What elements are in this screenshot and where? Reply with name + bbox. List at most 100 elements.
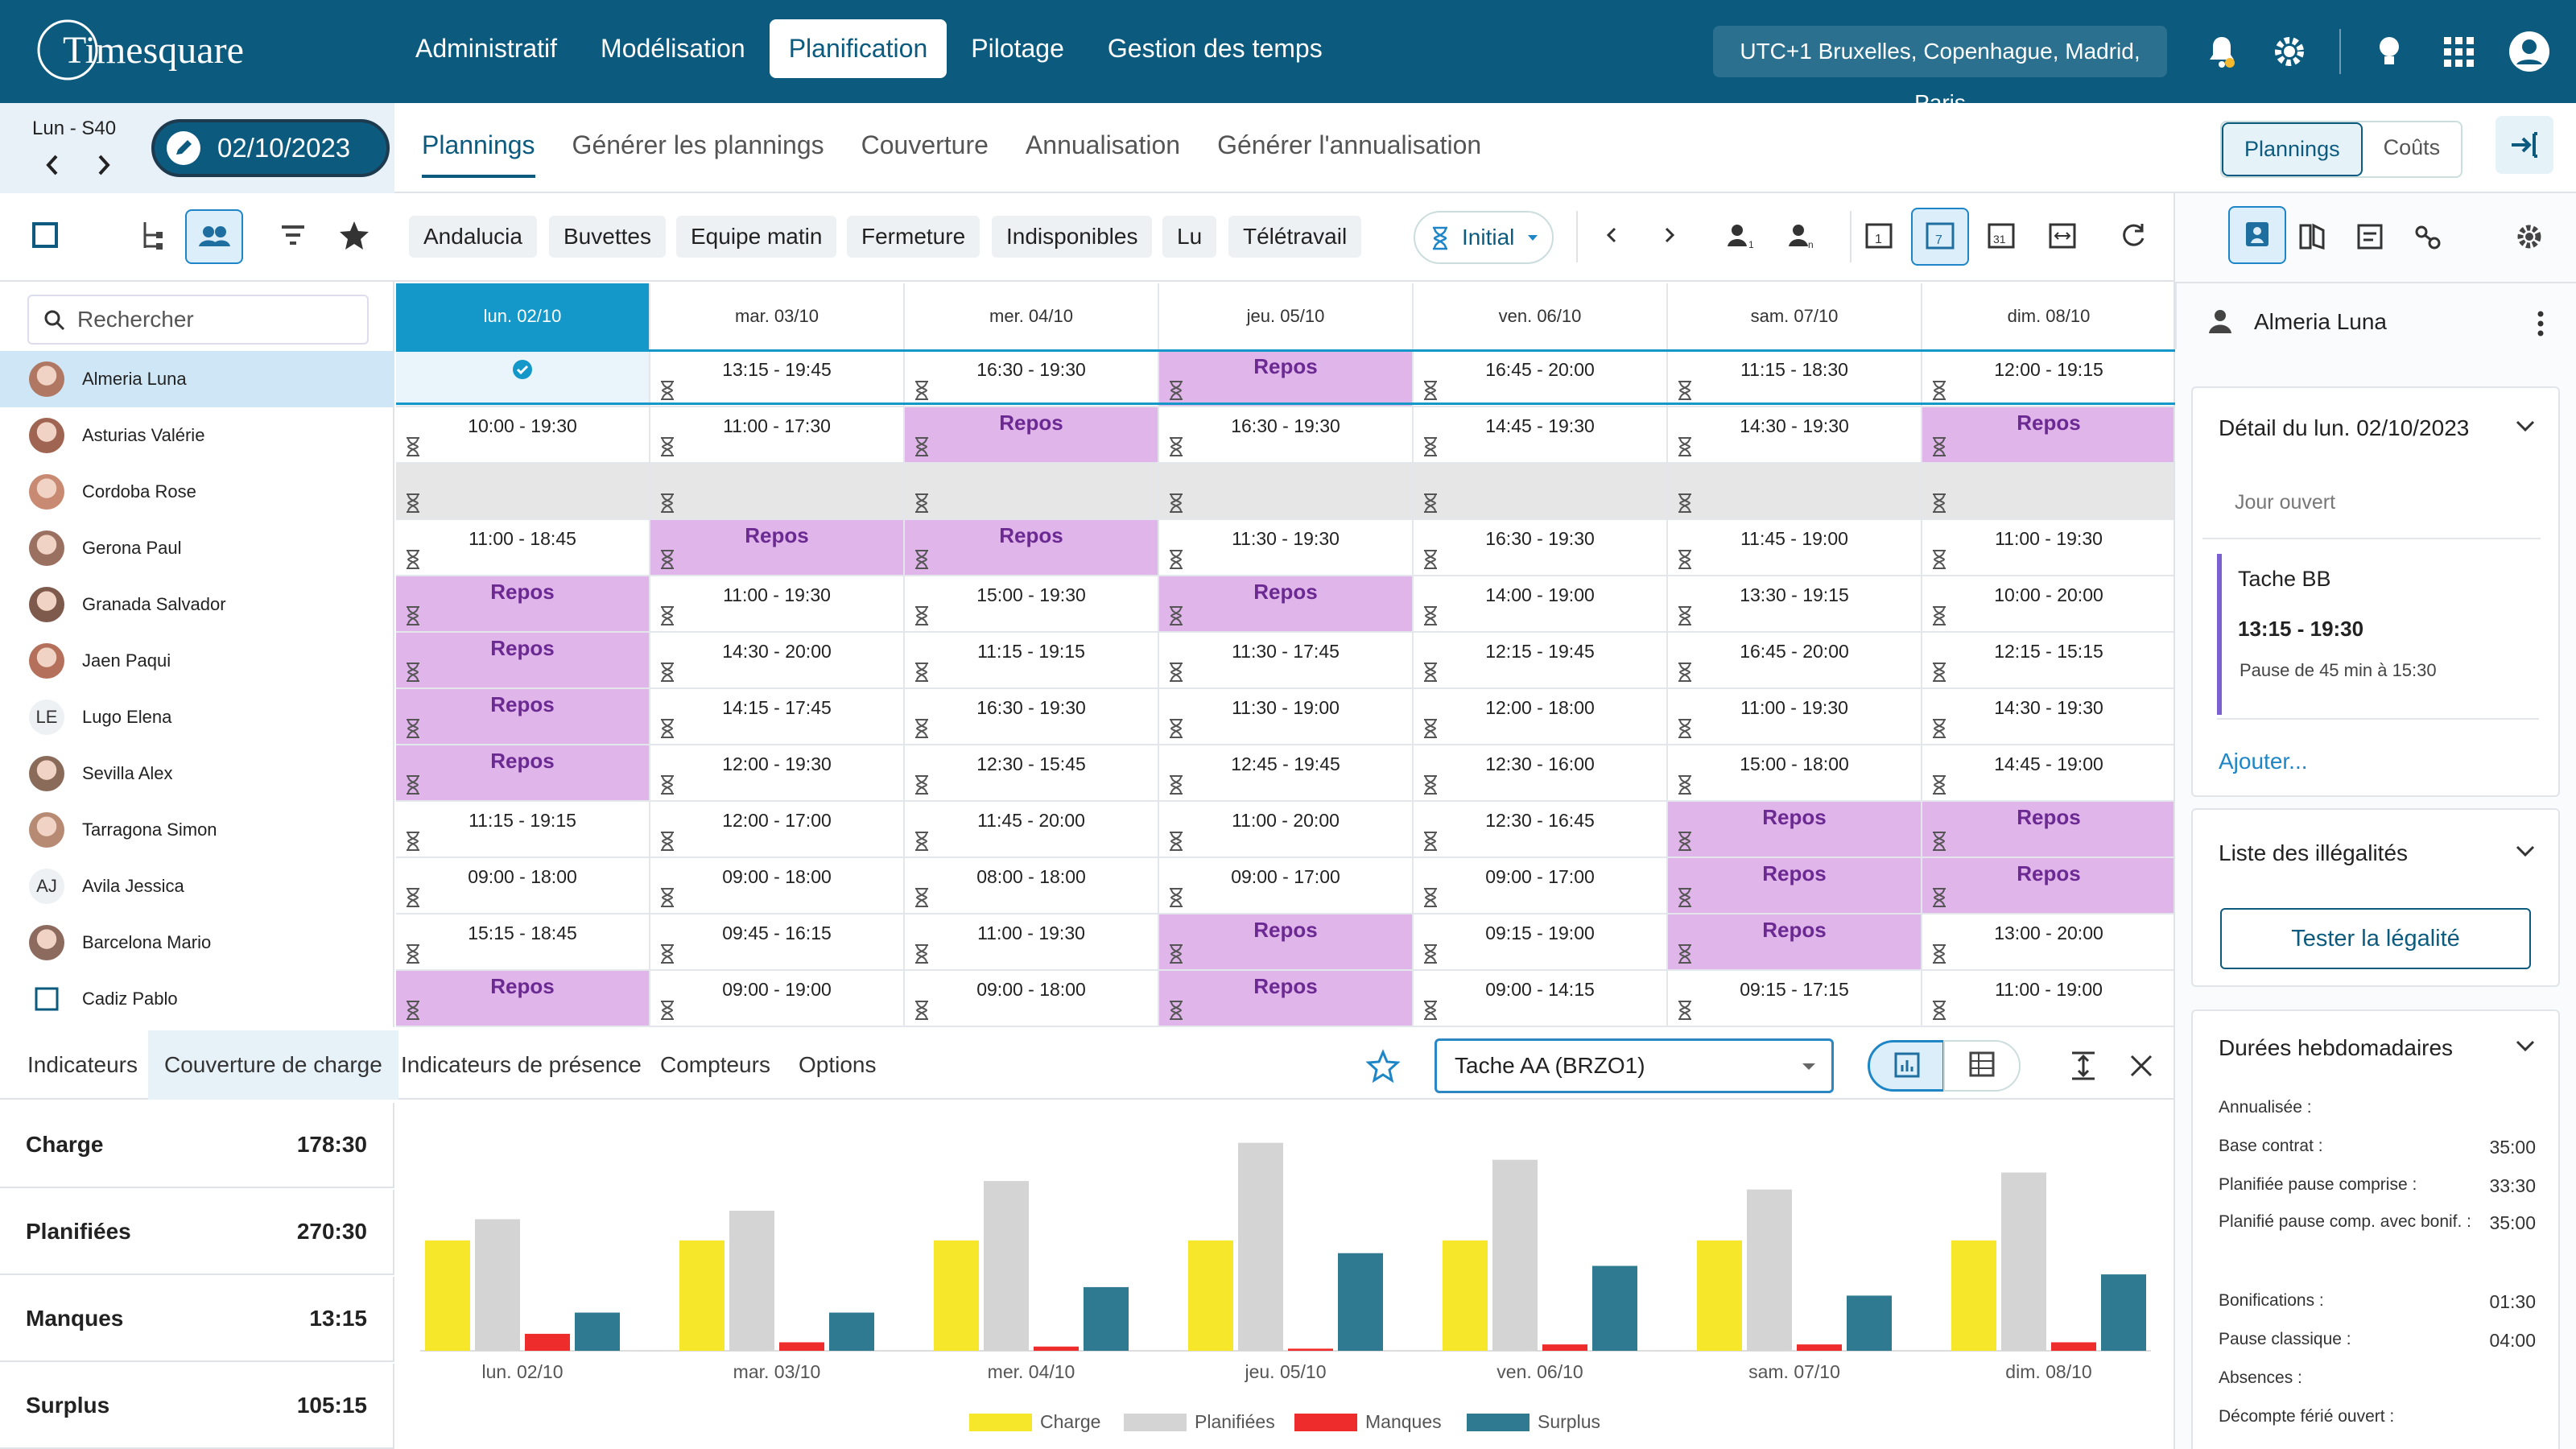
schedule-cell[interactable]: 11:45 - 20:00 [905, 802, 1159, 858]
module-tab[interactable]: Gestion des temps [1107, 34, 1323, 63]
expand-vertical-icon[interactable] [2066, 1048, 2101, 1084]
network-icon[interactable] [2412, 221, 2444, 253]
subtab[interactable]: Annualisation [1025, 130, 1181, 159]
schedule-cell[interactable]: Repos [1159, 971, 1414, 1027]
schedule-cell[interactable]: Repos [1159, 576, 1414, 633]
employee-row[interactable]: Almeria Luna [0, 351, 394, 407]
schedule-cell[interactable]: 11:30 - 19:30 [1159, 520, 1414, 576]
schedule-cell[interactable]: Repos [1668, 802, 1922, 858]
hourglass-icon[interactable] [1930, 718, 1948, 739]
filter-chip[interactable]: Equipe matin [676, 216, 837, 258]
hourglass-icon[interactable] [404, 774, 422, 795]
module-tab[interactable]: Pilotage [971, 34, 1064, 63]
indicator-tab[interactable]: Indicateurs de présence [401, 1052, 642, 1077]
employee-row[interactable]: Cadiz Pablo [0, 971, 394, 1027]
group-view-button[interactable] [185, 209, 243, 264]
hourglass-icon[interactable] [658, 887, 676, 908]
schedule-cell[interactable]: 15:00 - 19:30 [905, 576, 1159, 633]
hourglass-icon[interactable] [1676, 774, 1694, 795]
hourglass-icon[interactable] [1676, 549, 1694, 570]
hourglass-icon[interactable] [1167, 887, 1185, 908]
indicator-tab[interactable]: Indicateurs [27, 1052, 138, 1077]
schedule-cell[interactable]: 11:15 - 18:30 [1668, 351, 1922, 407]
schedule-cell[interactable]: Repos [1922, 858, 2177, 914]
hourglass-icon[interactable] [1930, 380, 1948, 401]
schedule-cell[interactable]: Repos [396, 633, 650, 689]
indicator-tab[interactable]: Couverture de charge [148, 1030, 398, 1100]
hourglass-icon[interactable] [913, 718, 931, 739]
schedule-cell[interactable]: 14:15 - 17:45 [650, 689, 905, 745]
single-user-icon[interactable]: 1 [1723, 217, 1758, 253]
hourglass-icon[interactable] [1422, 662, 1439, 683]
schedule-cell[interactable] [1922, 464, 2177, 520]
schedule-cell[interactable]: Repos [396, 576, 650, 633]
select-all-checkbox[interactable] [27, 217, 63, 253]
hourglass-icon[interactable] [658, 718, 676, 739]
hourglass-icon[interactable] [1930, 774, 1948, 795]
schedule-cell[interactable]: 11:45 - 19:00 [1668, 520, 1922, 576]
hourglass-icon[interactable] [1676, 887, 1694, 908]
employee-row[interactable]: Gerona Paul [0, 520, 394, 576]
schedule-cell[interactable]: Repos [1159, 351, 1414, 407]
hourglass-icon[interactable] [1930, 549, 1948, 570]
favorite-star-outline-icon[interactable] [1365, 1048, 1401, 1084]
hourglass-icon[interactable] [1676, 493, 1694, 514]
schedule-cell[interactable]: 12:15 - 15:15 [1922, 633, 2177, 689]
hourglass-icon[interactable] [1167, 831, 1185, 852]
schedule-cell[interactable]: 11:15 - 19:15 [905, 633, 1159, 689]
module-tab[interactable]: Administratif [415, 34, 558, 63]
schedule-cell[interactable]: 09:00 - 18:00 [396, 858, 650, 914]
schedule-cell[interactable] [650, 464, 905, 520]
task-selector[interactable]: Tache AA (BRZO1) [1435, 1038, 1834, 1093]
subtab[interactable]: Plannings [422, 119, 535, 178]
bar-charge[interactable] [934, 1240, 979, 1351]
hourglass-icon[interactable] [1422, 436, 1439, 457]
schedule-cell[interactable]: Repos [1668, 914, 1922, 971]
hourglass-icon[interactable] [1930, 831, 1948, 852]
hourglass-icon[interactable] [1167, 380, 1185, 401]
range-view-icon[interactable] [2045, 217, 2080, 253]
bar-charge[interactable] [1697, 1240, 1742, 1351]
hourglass-icon[interactable] [913, 662, 931, 683]
schedule-cell[interactable]: 14:30 - 20:00 [650, 633, 905, 689]
schedule-cell[interactable]: Repos [396, 971, 650, 1027]
hourglass-icon[interactable] [1930, 493, 1948, 514]
more-vertical-icon[interactable] [2533, 308, 2549, 340]
bar-surplus[interactable] [829, 1312, 874, 1351]
next-week-icon[interactable] [95, 153, 113, 177]
schedule-cell[interactable]: 09:00 - 17:00 [1159, 858, 1414, 914]
hourglass-icon[interactable] [1167, 1000, 1185, 1021]
hourglass-icon[interactable] [404, 493, 422, 514]
bar-manques[interactable] [1542, 1344, 1587, 1351]
chart-mode-button[interactable] [1868, 1040, 1945, 1092]
table-mode-button[interactable] [1943, 1040, 2021, 1092]
hourglass-icon[interactable] [1167, 436, 1185, 457]
filter-chip[interactable]: Télétravail [1228, 216, 1362, 258]
apps-grid-icon[interactable] [2439, 32, 2478, 71]
schedule-cell[interactable]: 16:30 - 19:30 [1159, 407, 1414, 464]
schedule-cell[interactable]: 09:00 - 17:00 [1414, 858, 1668, 914]
bar-surplus[interactable] [1338, 1253, 1383, 1351]
employee-row[interactable]: Asturias Valérie [0, 407, 394, 464]
bar-manques[interactable] [1797, 1344, 1842, 1351]
bar-surplus[interactable] [2101, 1274, 2146, 1351]
next-period-icon[interactable] [1652, 217, 1687, 253]
bar-planifiées[interactable] [984, 1181, 1029, 1351]
hourglass-icon[interactable] [913, 380, 931, 401]
hourglass-icon[interactable] [1676, 605, 1694, 626]
schedule-cell[interactable]: 09:15 - 17:15 [1668, 971, 1922, 1027]
hourglass-icon[interactable] [658, 662, 676, 683]
hourglass-icon[interactable] [658, 943, 676, 964]
module-tab[interactable]: Modélisation [601, 34, 745, 63]
day-header[interactable]: mer. 04/10 [905, 283, 1159, 349]
bar-surplus[interactable] [1084, 1286, 1129, 1351]
hourglass-icon[interactable] [913, 1000, 931, 1021]
hourglass-icon[interactable] [1422, 718, 1439, 739]
add-task-link[interactable]: Ajouter... [2219, 749, 2308, 774]
schedule-cell[interactable]: 08:00 - 18:00 [905, 858, 1159, 914]
hourglass-icon[interactable] [404, 718, 422, 739]
day-header[interactable]: lun. 02/10 [396, 283, 650, 349]
hourglass-icon[interactable] [404, 887, 422, 908]
schedule-cell[interactable]: 16:30 - 19:30 [905, 351, 1159, 407]
user-avatar-icon[interactable] [2508, 31, 2550, 72]
